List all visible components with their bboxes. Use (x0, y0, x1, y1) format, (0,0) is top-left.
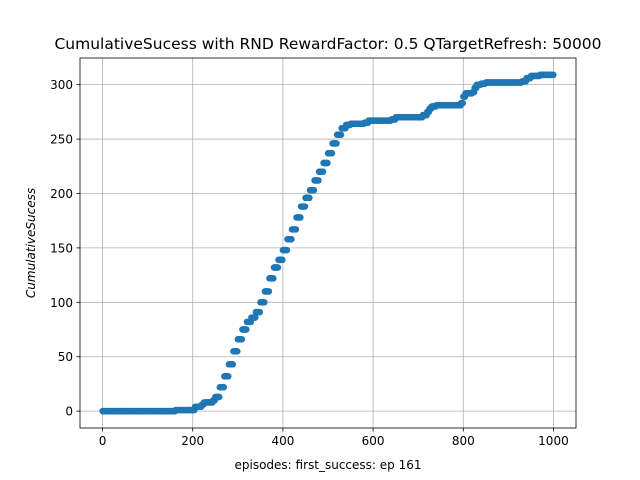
data-point (225, 373, 232, 380)
grid (80, 58, 576, 428)
y-tick-label: 300 (50, 78, 73, 92)
data-point (459, 99, 467, 107)
x-tick-label: 0 (99, 434, 107, 448)
data-point (220, 383, 228, 391)
x-tick-label: 600 (362, 434, 385, 448)
data-point (292, 226, 300, 233)
data-point (301, 203, 309, 210)
x-tick-label: 400 (271, 434, 294, 448)
y-axis-ticks: 0 50 100 150 200 250 300 (50, 78, 80, 419)
data-point (261, 299, 268, 306)
x-tick-label: 200 (181, 434, 204, 448)
data-point (256, 308, 264, 316)
data-point (252, 314, 259, 321)
x-axis-label: episodes: first_success: ep 161 (234, 458, 421, 472)
data-point (297, 214, 304, 221)
data-point (283, 246, 291, 254)
data-point (337, 131, 345, 138)
plot-frame (79, 57, 577, 429)
data-series (99, 71, 557, 415)
data-point (288, 235, 295, 243)
data-point (310, 187, 318, 194)
data-point (279, 256, 286, 264)
y-axis-label: CumulativeSucess (24, 188, 38, 298)
data-point (216, 393, 223, 401)
data-point (274, 264, 282, 271)
data-point (243, 326, 250, 333)
chart-title: CumulativeSucess with RND RewardFactor: … (54, 35, 601, 53)
data-point (550, 71, 557, 79)
data-point (319, 168, 327, 175)
data-point (265, 288, 273, 295)
x-tick-label: 800 (452, 434, 475, 448)
data-point (270, 275, 277, 282)
data-point (234, 348, 241, 355)
data-point (324, 159, 331, 167)
data-point (333, 140, 340, 147)
y-tick-label: 150 (50, 241, 73, 255)
y-tick-label: 50 (58, 350, 73, 364)
data-point (328, 150, 336, 157)
y-tick-label: 100 (50, 296, 73, 310)
data-point (229, 361, 237, 368)
x-axis-ticks: 0 200 400 600 800 1000 (99, 428, 569, 448)
data-point (306, 194, 313, 202)
y-tick-label: 200 (50, 187, 73, 201)
data-point (315, 177, 322, 184)
data-point (238, 336, 246, 343)
y-tick-label: 0 (65, 405, 73, 419)
y-tick-label: 250 (50, 133, 73, 147)
x-tick-label: 1000 (538, 434, 569, 448)
